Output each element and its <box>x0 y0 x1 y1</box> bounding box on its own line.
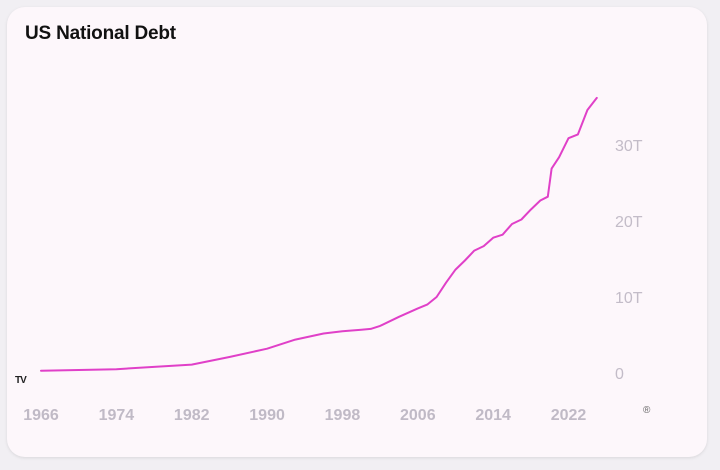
x-tick-label: 2014 <box>475 407 511 424</box>
x-tick-label: 1974 <box>99 407 135 424</box>
x-tick-label: 2006 <box>400 407 436 424</box>
x-tick-label: 1998 <box>325 407 361 424</box>
x-tick-label: 1990 <box>249 407 285 424</box>
x-tick-label: 2022 <box>551 407 587 424</box>
x-tick-label: 1982 <box>174 407 210 424</box>
y-tick-label: 30T <box>615 138 643 155</box>
y-tick-label: 0 <box>615 366 624 383</box>
registered-mark: ® <box>643 405 651 416</box>
y-tick-label: 10T <box>615 290 643 307</box>
tradingview-logo-icon: TV <box>15 375 27 386</box>
series-line <box>40 96 598 372</box>
chart-title: US National Debt <box>25 23 176 44</box>
x-tick-label: 1966 <box>23 407 59 424</box>
y-tick-label: 20T <box>615 214 643 231</box>
chart-card <box>7 7 707 457</box>
